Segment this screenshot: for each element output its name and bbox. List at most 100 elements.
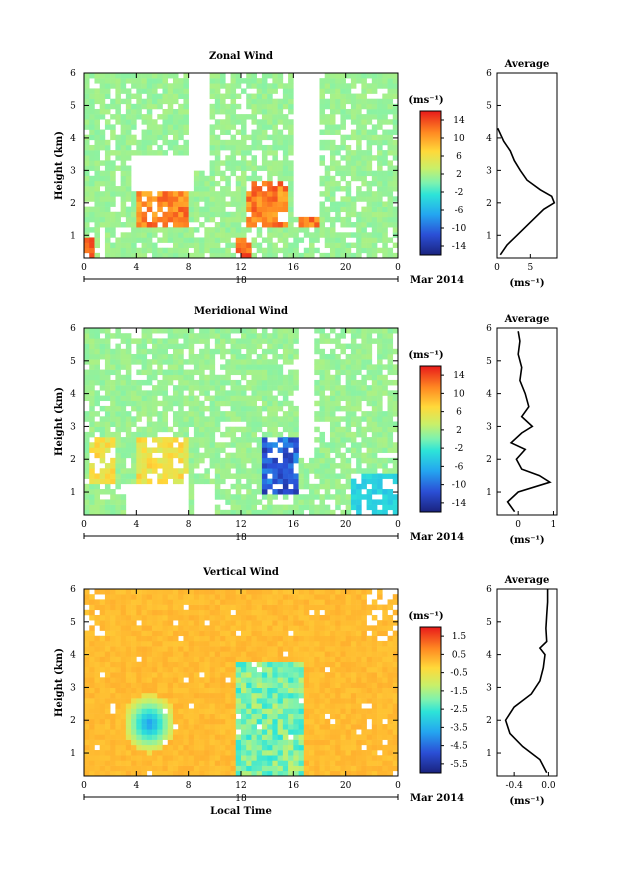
colorbar-tick-label: -2 xyxy=(455,188,464,198)
y-tick-label: 4 xyxy=(70,390,76,400)
y-axis-label: Height (km) xyxy=(54,648,65,717)
colorbar-tick-label: -0.5 xyxy=(450,669,468,679)
average-x-tick-label: 0.0 xyxy=(541,781,556,791)
y-tick-label: 4 xyxy=(70,651,76,661)
average-y-tick-label: 1 xyxy=(486,749,492,759)
average-y-tick-label: 3 xyxy=(486,683,492,693)
heatmap-cells xyxy=(84,589,399,777)
colorbar-tick-label: 14 xyxy=(453,116,465,126)
x-tick-label: 4 xyxy=(133,263,139,273)
date-label: 18 xyxy=(235,533,247,543)
average-y-tick-label: 6 xyxy=(486,69,492,79)
x-tick-label: 20 xyxy=(340,781,352,791)
colorbar-tick-label: 2 xyxy=(456,170,462,180)
panel-title: Vertical Wind xyxy=(202,567,279,578)
colorbar-tick-label: -5.5 xyxy=(450,760,468,770)
colorbar-tick-label: -14 xyxy=(452,242,467,252)
heatmap-cells xyxy=(84,73,399,259)
average-x-label: (ms⁻¹) xyxy=(509,796,544,807)
average-frame xyxy=(496,588,558,777)
colorbar-tick-label: -2 xyxy=(455,444,464,454)
colorbar-unit: (ms⁻¹) xyxy=(408,95,443,106)
colorbar-tick-label: 2 xyxy=(456,426,462,436)
y-tick-label: 1 xyxy=(70,749,76,759)
colorbar-tick-label: 6 xyxy=(456,152,462,162)
average-y-tick-label: 2 xyxy=(486,199,492,209)
month-label: Mar 2014 xyxy=(410,532,464,543)
average-profile-line xyxy=(504,589,549,774)
average-x-tick-label: 5 xyxy=(527,263,533,273)
average-y-tick-label: 1 xyxy=(486,231,492,241)
colorbar-unit: (ms⁻¹) xyxy=(408,611,443,622)
colorbar-tick-label: -4.5 xyxy=(450,742,468,752)
y-tick-label: 6 xyxy=(70,69,76,79)
y-tick-label: 6 xyxy=(70,585,76,595)
x-tick-label: 12 xyxy=(235,263,246,273)
y-tick-label: 2 xyxy=(70,716,76,726)
heatmap-cells xyxy=(84,328,399,516)
colorbar-unit: (ms⁻¹) xyxy=(408,350,443,361)
colorbar-tick-label: -14 xyxy=(452,499,467,509)
x-tick-label: 0 xyxy=(395,520,401,530)
x-tick-label: 8 xyxy=(186,520,192,530)
month-label: Mar 2014 xyxy=(410,793,464,804)
colorbar-tick-label: -2.5 xyxy=(450,705,468,715)
colorbar-tick-label: 10 xyxy=(453,389,465,399)
x-tick-label: 8 xyxy=(186,263,192,273)
average-y-tick-label: 2 xyxy=(486,455,492,465)
panel-1 xyxy=(83,72,558,282)
average-y-tick-label: 3 xyxy=(486,422,492,432)
month-label: Mar 2014 xyxy=(410,275,464,286)
x-tick-label: 0 xyxy=(395,263,401,273)
x-tick-label: 16 xyxy=(288,781,300,791)
average-x-tick-label: 1 xyxy=(551,520,557,530)
panel-3 xyxy=(83,588,558,800)
y-tick-label: 3 xyxy=(70,683,76,693)
average-y-tick-label: 6 xyxy=(486,585,492,595)
average-y-tick-label: 5 xyxy=(486,357,492,367)
date-label: 18 xyxy=(235,276,247,286)
y-tick-label: 1 xyxy=(70,488,76,498)
average-title: Average xyxy=(504,59,550,70)
x-tick-label: 12 xyxy=(235,781,246,791)
x-tick-label: 12 xyxy=(235,520,246,530)
y-tick-label: 2 xyxy=(70,455,76,465)
average-x-label: (ms⁻¹) xyxy=(509,278,544,289)
colorbar-tick-label: 10 xyxy=(453,134,465,144)
colorbar-tick-label: -1.5 xyxy=(450,687,468,697)
y-tick-label: 4 xyxy=(70,134,76,144)
average-x-label: (ms⁻¹) xyxy=(509,535,544,546)
average-y-tick-label: 5 xyxy=(486,101,492,111)
colorbar xyxy=(419,110,442,256)
x-axis-label: Local Time xyxy=(210,806,272,817)
colorbar-tick-label: -3.5 xyxy=(450,723,468,733)
y-tick-label: 1 xyxy=(70,231,76,241)
x-tick-label: 16 xyxy=(288,263,300,273)
average-y-tick-label: 2 xyxy=(486,716,492,726)
y-axis-label: Height (km) xyxy=(54,131,65,200)
y-tick-label: 6 xyxy=(70,324,76,334)
average-y-tick-label: 6 xyxy=(486,324,492,334)
x-tick-label: 16 xyxy=(288,520,300,530)
x-tick-label: 0 xyxy=(81,263,87,273)
colorbar-tick-label: -10 xyxy=(452,481,467,491)
average-frame xyxy=(496,72,558,259)
x-tick-label: 0 xyxy=(81,781,87,791)
x-tick-label: 20 xyxy=(340,520,352,530)
y-tick-label: 3 xyxy=(70,422,76,432)
colorbar xyxy=(419,365,442,513)
average-y-tick-label: 4 xyxy=(486,390,492,400)
colorbar-tick-label: 14 xyxy=(453,371,465,381)
average-profile-line xyxy=(496,127,556,256)
y-tick-label: 5 xyxy=(70,357,76,367)
x-tick-label: 0 xyxy=(395,781,401,791)
colorbar-tick-label: 6 xyxy=(456,408,462,418)
colorbar-tick-label: 1.5 xyxy=(452,632,467,642)
panel-title: Zonal Wind xyxy=(209,51,273,62)
y-axis-label: Height (km) xyxy=(54,387,65,456)
panel-2 xyxy=(83,327,558,539)
x-tick-label: 4 xyxy=(133,520,139,530)
average-y-tick-label: 4 xyxy=(486,651,492,661)
colorbar-tick-label: -10 xyxy=(452,224,467,234)
y-tick-label: 3 xyxy=(70,166,76,176)
